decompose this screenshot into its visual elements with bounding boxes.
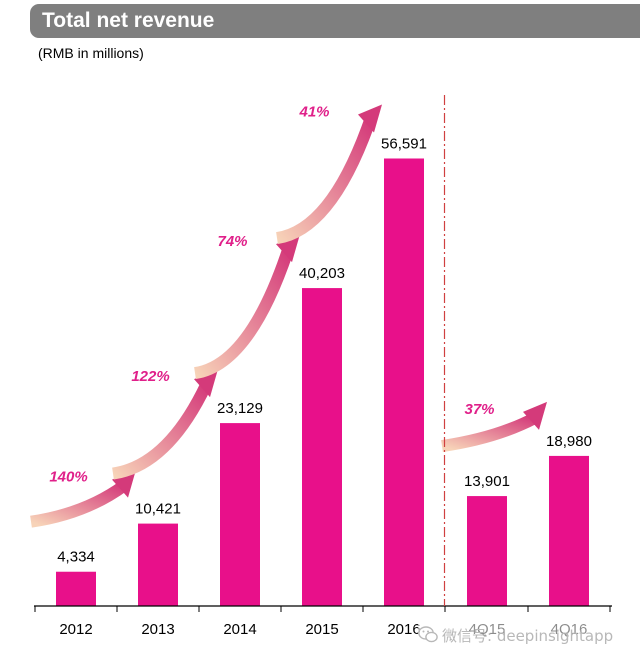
value-label-2014: 23,129 [217,400,263,417]
bar-2015 [302,288,342,606]
value-label-4q15: 13,901 [464,473,510,490]
bar-2016 [384,158,424,606]
chart-title: Total net revenue [42,9,215,32]
watermark-text: 微信号: deepinsightapp [442,626,614,645]
value-label-2015: 40,203 [299,265,345,282]
bar-4q15 [467,496,507,606]
bar-2014 [220,423,260,606]
growth-label-4q15-4q16: 37% [464,401,494,418]
value-label-4q16: 18,980 [546,433,592,450]
growth-arrow-2012-2013: 140% [30,469,136,528]
unit-label: (RMB in millions) [38,45,144,61]
wechat-icon [418,626,438,643]
category-label-2012: 2012 [59,621,92,638]
growth-label-2012-2013: 140% [49,469,87,486]
growth-arrow-4q15-4q16: 37% [441,401,547,453]
growth-label-2013-2014: 122% [131,368,169,385]
value-label-2012: 4,334 [57,549,95,566]
title-bar: Total net revenue [30,4,640,38]
value-label-2013: 10,421 [135,501,181,518]
bar-2013 [138,523,178,606]
growth-label-2015-2016: 41% [298,103,329,120]
category-label-2016: 2016 [387,621,420,638]
bar-2012 [56,571,96,606]
bar-4q16 [549,455,589,606]
category-label-2014: 2014 [223,621,256,638]
value-label-2016: 56,591 [381,135,427,152]
category-label-2015: 2015 [305,621,338,638]
growth-arrow-2014-2015: 74% [193,233,300,380]
category-label-2013: 2013 [141,621,174,638]
watermark: 微信号: deepinsightapp [418,624,614,646]
growth-arrow-2015-2016: 41% [275,103,382,245]
growth-arrow-2013-2014: 122% [111,368,218,480]
growth-label-2014-2015: 74% [217,233,247,250]
